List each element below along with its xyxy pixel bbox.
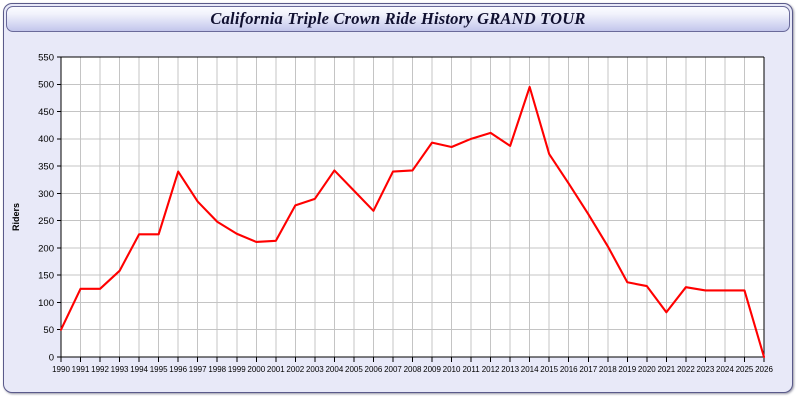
x-tick-label: 2016 [560,365,578,374]
y-tick-label: 300 [38,189,54,200]
x-tick-label: 2010 [443,365,461,374]
y-tick-label: 250 [38,216,54,227]
y-tick-label: 0 [49,352,54,363]
x-tick-label: 2020 [638,365,656,374]
x-tick-label: 1994 [130,365,148,374]
y-tick-label: 350 [38,161,54,172]
x-tick-label: 2001 [267,365,285,374]
chart-title-bar: California Triple Crown Ride History GRA… [6,6,790,32]
plot-region: Riders 0 50 100 150 200 250 300 350 400 450 500 550… [4,34,792,392]
x-tick-label: 2023 [697,365,715,374]
x-tick-label: 1999 [228,365,246,374]
x-tick-label: 2024 [716,365,734,374]
x-tick-label: 1996 [169,365,187,374]
x-tick-label: 1991 [72,365,90,374]
x-tick-label: 2026 [755,365,773,374]
y-tick-label: 400 [38,134,54,145]
x-tick-label: 1990 [52,365,70,374]
y-tick-label: 500 [38,80,54,91]
x-tick-label: 2000 [247,365,265,374]
x-tick-label: 2003 [306,365,324,374]
x-tick-label: 2021 [657,365,675,374]
x-tick-label: 2011 [462,365,480,374]
x-tick-label: 1993 [111,365,129,374]
data-series-riders [59,85,766,359]
y-tick-label: 150 [38,271,54,282]
x-tick-label: 1992 [91,365,109,374]
x-tick-label: 2007 [384,365,402,374]
y-tick-label: 550 [38,52,54,63]
x-tick-label: 2022 [677,365,695,374]
x-tick-label: 2009 [423,365,441,374]
x-tick-label: 1997 [189,365,207,374]
x-tick-label: 2012 [482,365,500,374]
x-tick-label: 2008 [404,365,422,374]
chart-window: California Triple Crown Ride History GRA… [3,3,793,393]
x-tick-label: 1995 [150,365,168,374]
x-tick-label: 2002 [286,365,304,374]
x-tick-label: 2013 [501,365,519,374]
x-tick-label: 2004 [325,365,343,374]
y-tick-label: 450 [38,107,54,118]
y-tick-label: 50 [43,325,54,336]
x-tick-label: 1998 [208,365,226,374]
x-tick-label: 2019 [618,365,636,374]
page-title: California Triple Crown Ride History GRA… [210,9,586,28]
y-tick-label: 200 [38,243,54,254]
x-tick-label: 2025 [736,365,754,374]
y-tick-label: 100 [38,298,54,309]
x-tick-label: 2015 [540,365,558,374]
x-tick-label: 2017 [579,365,597,374]
x-tick-label: 2006 [365,365,383,374]
x-tick-label: 2014 [521,365,539,374]
x-tick-label: 2005 [345,365,363,374]
x-tick-label: 2018 [599,365,617,374]
